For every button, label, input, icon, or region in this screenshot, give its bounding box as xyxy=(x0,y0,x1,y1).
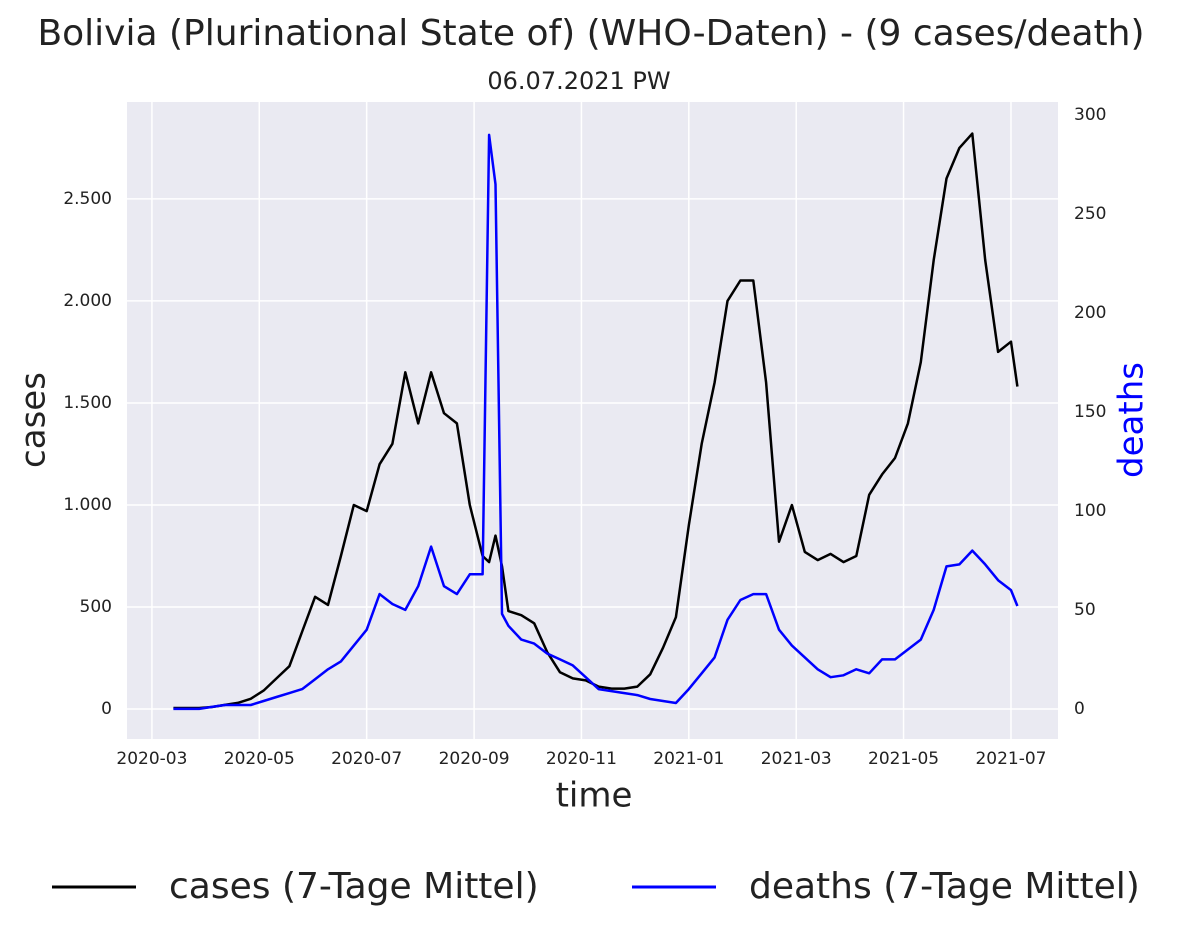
y-tick-label: 2.000 xyxy=(63,291,112,311)
series-line xyxy=(173,132,1019,710)
series-line xyxy=(173,133,1019,711)
y-tick-label: 2.500 xyxy=(63,189,112,209)
x-tick-label: 2020-07 xyxy=(331,749,402,769)
chart-subtitle: 06.07.2021 PW xyxy=(487,67,670,95)
x-tick-label: 2021-03 xyxy=(761,749,832,769)
y2-tick-label: 200 xyxy=(1074,303,1106,323)
legend-label: deaths (7-Tage Mittel) xyxy=(749,866,1140,907)
x-tick-label: 2021-01 xyxy=(653,749,724,769)
y2-tick-label: 250 xyxy=(1074,204,1106,224)
y2-tick-label: 50 xyxy=(1074,600,1096,620)
chart-title: Bolivia (Plurinational State of) (WHO-Da… xyxy=(37,13,1144,54)
y2-tick-label: 300 xyxy=(1074,105,1106,125)
y2-tick-label: 150 xyxy=(1074,402,1106,422)
x-tick-label: 2020-09 xyxy=(439,749,510,769)
x-tick-label: 2020-11 xyxy=(546,749,617,769)
y2-tick-label: 0 xyxy=(1074,699,1085,719)
y-axis-label: cases xyxy=(14,372,54,468)
y-tick-label: 0 xyxy=(101,699,112,719)
y2-axis-label: deaths xyxy=(1112,362,1152,478)
y-tick-label: 500 xyxy=(80,597,112,617)
legend-label: cases (7-Tage Mittel) xyxy=(169,866,539,907)
y-tick-label: 1.500 xyxy=(63,393,112,413)
marks xyxy=(173,132,1019,711)
plot-area xyxy=(127,102,1058,739)
x-tick-label: 2020-03 xyxy=(116,749,187,769)
y-tick-label: 1.000 xyxy=(63,495,112,515)
x-axis-label: time xyxy=(556,776,633,816)
y2-tick-label: 100 xyxy=(1074,501,1106,521)
x-tick-label: 2021-05 xyxy=(868,749,939,769)
x-tick-label: 2021-07 xyxy=(975,749,1046,769)
x-tick-label: 2020-05 xyxy=(224,749,295,769)
grid xyxy=(127,102,1058,739)
